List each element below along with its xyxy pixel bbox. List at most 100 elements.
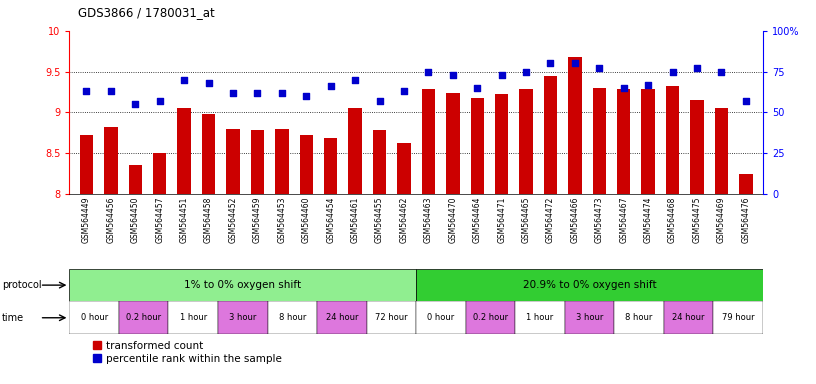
Text: protocol: protocol — [2, 280, 42, 290]
Bar — [251, 130, 264, 194]
Text: 24 hour: 24 hour — [672, 313, 705, 322]
Text: GSM564469: GSM564469 — [717, 197, 726, 243]
Text: GSM564449: GSM564449 — [82, 197, 91, 243]
Point — [690, 65, 703, 71]
Text: 1 hour: 1 hour — [526, 313, 553, 322]
Text: GSM564456: GSM564456 — [106, 197, 115, 243]
Text: GSM564458: GSM564458 — [204, 197, 213, 243]
Bar — [617, 89, 631, 194]
Text: GSM564470: GSM564470 — [448, 197, 457, 243]
Point — [471, 85, 484, 91]
Text: 72 hour: 72 hour — [375, 313, 408, 322]
Text: 1 hour: 1 hour — [180, 313, 206, 322]
Bar — [466, 301, 515, 334]
Bar — [495, 94, 508, 194]
Text: GSM564454: GSM564454 — [326, 197, 335, 243]
Bar — [226, 129, 240, 194]
Point — [397, 88, 410, 94]
Text: GSM564462: GSM564462 — [400, 197, 409, 243]
Point — [178, 76, 191, 83]
Text: 24 hour: 24 hour — [326, 313, 358, 322]
Point — [641, 81, 654, 88]
Text: GSM564460: GSM564460 — [302, 197, 311, 243]
Bar — [268, 301, 317, 334]
Text: GSM564457: GSM564457 — [155, 197, 164, 243]
Bar — [324, 139, 337, 194]
Text: 8 hour: 8 hour — [278, 313, 306, 322]
Bar — [446, 93, 459, 194]
Bar — [202, 114, 215, 194]
Text: GSM564474: GSM564474 — [644, 197, 653, 243]
Bar — [317, 301, 366, 334]
Text: GSM564475: GSM564475 — [693, 197, 702, 243]
Point — [666, 68, 679, 74]
Text: GSM564461: GSM564461 — [351, 197, 360, 243]
Bar — [299, 135, 313, 194]
Bar — [153, 153, 166, 194]
Text: GSM564452: GSM564452 — [228, 197, 237, 243]
Bar — [168, 301, 218, 334]
Bar — [104, 127, 118, 194]
Point — [446, 72, 459, 78]
Point — [80, 88, 93, 94]
Text: 0.2 hour: 0.2 hour — [473, 313, 508, 322]
Bar — [690, 100, 703, 194]
Point — [495, 72, 508, 78]
Bar — [275, 129, 289, 194]
Bar — [565, 301, 614, 334]
Point — [422, 68, 435, 74]
Bar — [218, 301, 268, 334]
Point — [569, 60, 582, 66]
Bar — [739, 174, 752, 194]
Bar — [519, 89, 533, 194]
Point — [227, 90, 240, 96]
Bar — [177, 108, 191, 194]
Text: 0 hour: 0 hour — [428, 313, 455, 322]
Point — [202, 80, 215, 86]
Text: GSM564471: GSM564471 — [497, 197, 506, 243]
Bar — [80, 135, 93, 194]
Bar — [69, 301, 119, 334]
Text: GSM564453: GSM564453 — [277, 197, 286, 243]
Point — [348, 76, 361, 83]
Point — [299, 93, 313, 99]
Text: 3 hour: 3 hour — [576, 313, 603, 322]
Bar — [592, 88, 606, 194]
Text: time: time — [2, 313, 24, 323]
Bar — [366, 301, 416, 334]
Bar — [543, 76, 557, 194]
Bar — [568, 57, 582, 194]
Text: GSM564451: GSM564451 — [180, 197, 188, 243]
Bar — [666, 86, 679, 194]
Bar — [119, 301, 168, 334]
Bar — [515, 301, 565, 334]
Point — [324, 83, 337, 89]
Point — [544, 60, 557, 66]
Point — [373, 98, 386, 104]
Text: 8 hour: 8 hour — [625, 313, 653, 322]
Bar — [422, 89, 435, 194]
Text: 79 hour: 79 hour — [722, 313, 755, 322]
Bar — [416, 269, 763, 301]
Text: 3 hour: 3 hour — [229, 313, 256, 322]
Text: GSM564472: GSM564472 — [546, 197, 555, 243]
Legend: transformed count, percentile rank within the sample: transformed count, percentile rank withi… — [88, 337, 286, 368]
Text: GSM564476: GSM564476 — [742, 197, 751, 243]
Text: GSM564455: GSM564455 — [375, 197, 384, 243]
Text: GSM564459: GSM564459 — [253, 197, 262, 243]
Point — [592, 65, 605, 71]
Bar — [373, 130, 386, 194]
Point — [153, 98, 166, 104]
Text: 0 hour: 0 hour — [81, 313, 108, 322]
Point — [739, 98, 752, 104]
Text: 20.9% to 0% oxygen shift: 20.9% to 0% oxygen shift — [523, 280, 656, 290]
Bar — [397, 143, 410, 194]
Point — [129, 101, 142, 107]
Text: GSM564466: GSM564466 — [570, 197, 579, 243]
Point — [104, 88, 118, 94]
Point — [275, 90, 288, 96]
Bar — [416, 301, 466, 334]
Point — [715, 68, 728, 74]
Bar — [614, 301, 664, 334]
Bar — [348, 108, 361, 194]
